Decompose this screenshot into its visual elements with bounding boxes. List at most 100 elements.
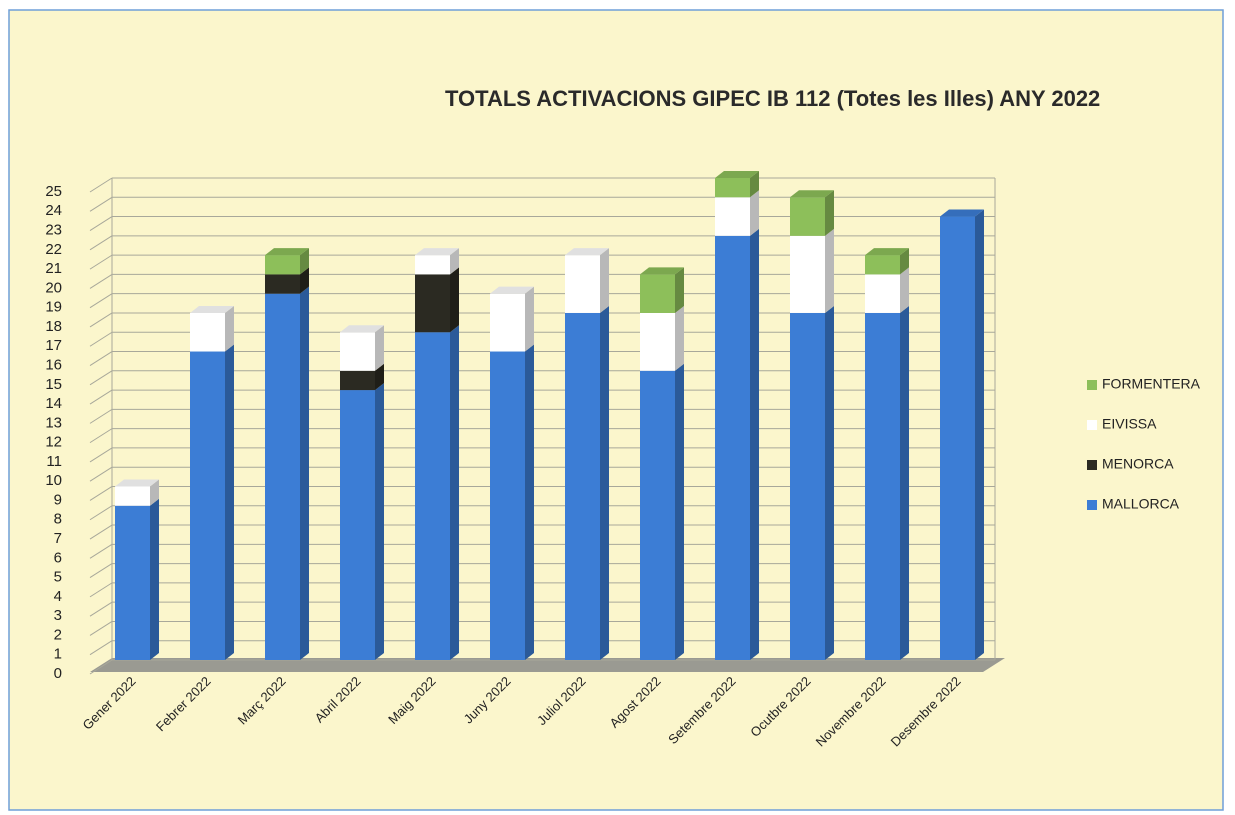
grid-line-side [89, 486, 113, 501]
bar-side [825, 305, 834, 660]
bar-side [450, 248, 459, 275]
y-tick-label: 23 [45, 222, 62, 239]
bar-segment [340, 383, 384, 660]
bar-front [865, 312, 900, 660]
y-tick-label: 10 [45, 472, 62, 489]
y-tick-label: 9 [54, 491, 62, 508]
bar-front [415, 332, 450, 660]
bar-segment [265, 267, 309, 294]
bar-front [640, 370, 675, 660]
grid-line-side [89, 235, 113, 251]
bar-front [115, 505, 150, 660]
bar-segment [415, 248, 459, 275]
bar-segment [640, 267, 684, 313]
bar-front [715, 178, 750, 198]
bar-side [450, 325, 459, 660]
legend-label: EIVISSA [1102, 416, 1157, 432]
y-tick-label: 24 [45, 202, 62, 219]
bar-side [375, 383, 384, 660]
y-tick-label: 15 [45, 376, 62, 393]
grid-line-side [89, 428, 113, 444]
bar-front [490, 351, 525, 660]
grid-line-side [89, 389, 113, 405]
bar-segment [340, 325, 384, 371]
grid-line-side [89, 466, 113, 482]
bar-front [265, 293, 300, 660]
bar-top [790, 190, 834, 198]
bar-segment [865, 267, 909, 313]
bar-front [265, 274, 300, 294]
bar-front [640, 274, 675, 313]
bar-side [600, 305, 609, 660]
bar-front [865, 255, 900, 275]
bar-side [225, 344, 234, 660]
bar-side [300, 248, 309, 275]
bar-top [115, 479, 159, 487]
y-tick-label: 18 [45, 318, 62, 335]
y-tick-label: 17 [45, 337, 62, 354]
legend-swatch [1087, 460, 1097, 470]
y-tick-label: 19 [45, 299, 62, 316]
bar-top [190, 305, 234, 313]
bar-side [375, 363, 384, 391]
legend-swatch [1087, 380, 1097, 390]
bar-front [865, 274, 900, 313]
y-tick-label: 8 [54, 511, 62, 528]
bar-segment [265, 248, 309, 275]
grid-line-side [89, 505, 113, 521]
floor [90, 658, 1005, 672]
bar-segment [715, 228, 759, 660]
bar-side [300, 267, 309, 294]
grid-line-side [89, 216, 113, 231]
bar-front [115, 486, 150, 506]
bar-segment [790, 190, 834, 236]
legend-label: MALLORCA [1102, 496, 1180, 512]
grid-line-side [89, 408, 113, 424]
bar-side [300, 286, 309, 660]
bar-side [675, 305, 684, 371]
bar-segment [640, 363, 684, 660]
bar-top [490, 286, 534, 294]
y-tick-label: 12 [45, 434, 62, 451]
y-tick-label: 5 [54, 569, 62, 586]
bar-segment [565, 305, 609, 660]
grid-line-side [89, 447, 113, 463]
bar-front [565, 312, 600, 660]
bar-segment [490, 344, 534, 660]
grid-line-side [89, 293, 113, 309]
bar-front [190, 312, 225, 352]
bar-side [825, 228, 834, 313]
bar-segment [115, 498, 159, 660]
grid-line-side [89, 563, 113, 579]
bar-front [565, 255, 600, 313]
bar-front [340, 370, 375, 391]
bar-segment [190, 344, 234, 660]
bar-top [265, 248, 309, 256]
bar-side [825, 190, 834, 236]
bar-front [790, 197, 825, 236]
y-tick-label: 14 [45, 395, 62, 412]
y-tick-label: 3 [54, 607, 62, 624]
bar-side [900, 305, 909, 660]
y-tick-label: 16 [45, 356, 62, 373]
grid-line-side [89, 196, 113, 212]
grid-line-side [89, 582, 113, 598]
bar-segment [340, 363, 384, 391]
y-tick-label: 2 [54, 626, 62, 643]
bar-segment [415, 267, 459, 333]
bar-segment [115, 479, 159, 506]
bar-side [225, 305, 234, 352]
bar-side [900, 248, 909, 275]
bar-front [415, 255, 450, 275]
bar-side [900, 267, 909, 313]
bar-segment [790, 305, 834, 660]
bar-front [190, 351, 225, 660]
bar-front [790, 312, 825, 660]
bar-front [340, 332, 375, 371]
chart-title: TOTALS ACTIVACIONS GIPEC IB 112 (Totes l… [445, 86, 1100, 111]
bar-side [450, 267, 459, 333]
bar-front [340, 390, 375, 660]
bar-front [715, 235, 750, 660]
grid-line-side [89, 177, 113, 193]
